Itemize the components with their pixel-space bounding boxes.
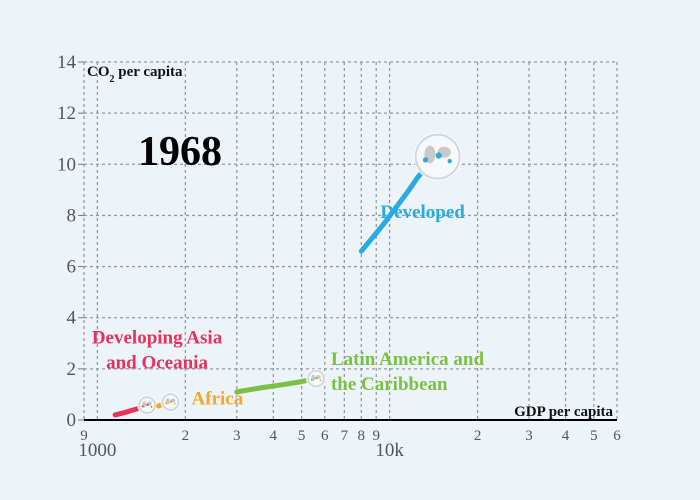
x-tick-label: 7 (341, 428, 349, 444)
grid (83, 61, 618, 420)
globe-marker-developing-asia-and-oceania (137, 395, 158, 416)
x-tick-label: 5 (298, 428, 306, 444)
x-tick-label: 9 (372, 428, 380, 444)
x-tick-label: 2 (182, 428, 190, 444)
series-label-developed: Developed (380, 202, 465, 223)
y-tick-label: 8 (67, 205, 77, 226)
x-tick-label: 4 (562, 428, 570, 444)
series-label-developing-asia-and-oceania: Developing Asia and Oceania (92, 327, 223, 373)
globe-marker-developed (413, 132, 462, 181)
x-tick-label: 6 (613, 428, 621, 444)
y-tick-label: 10 (57, 154, 76, 175)
y-tick-label: 14 (57, 52, 77, 73)
x-axis-title: GDP per capita (514, 404, 613, 420)
series-line-latin-america-and-the-caribbean (234, 376, 319, 395)
series-label-africa: Africa (192, 389, 244, 410)
x-tick-label: 6 (321, 428, 329, 444)
x-tick-label: 9 (80, 428, 88, 444)
x-tick-label: 2 (474, 428, 482, 444)
globe-marker-latin-america-and-the-caribbean (306, 368, 327, 389)
series-label-latin-america-and-the-caribbean: Latin America and the Caribbean (331, 349, 484, 395)
globe-marker-africa (160, 392, 181, 413)
y-tick-label: 4 (67, 308, 77, 329)
series-labels: Developed Developing Asia and Oceania Afric… (92, 202, 485, 410)
x-tick-label: 1000 (78, 440, 116, 461)
y-tick-label: 0 (67, 410, 77, 431)
y-tick-label: 6 (67, 257, 77, 278)
x-tick-label: 3 (525, 428, 533, 444)
x-tick-label: 4 (270, 428, 278, 444)
x-tick-label: 10k (375, 440, 404, 461)
y-axis-title: CO2 per capita (87, 64, 183, 85)
x-tick-label: 8 (358, 428, 366, 444)
y-tick-label: 12 (57, 103, 76, 124)
year-label: 1968 (138, 129, 222, 175)
series-lines (112, 132, 462, 418)
y-tick-label: 2 (67, 359, 77, 380)
x-tick-label: 3 (233, 428, 241, 444)
x-tick-label: 5 (590, 428, 598, 444)
